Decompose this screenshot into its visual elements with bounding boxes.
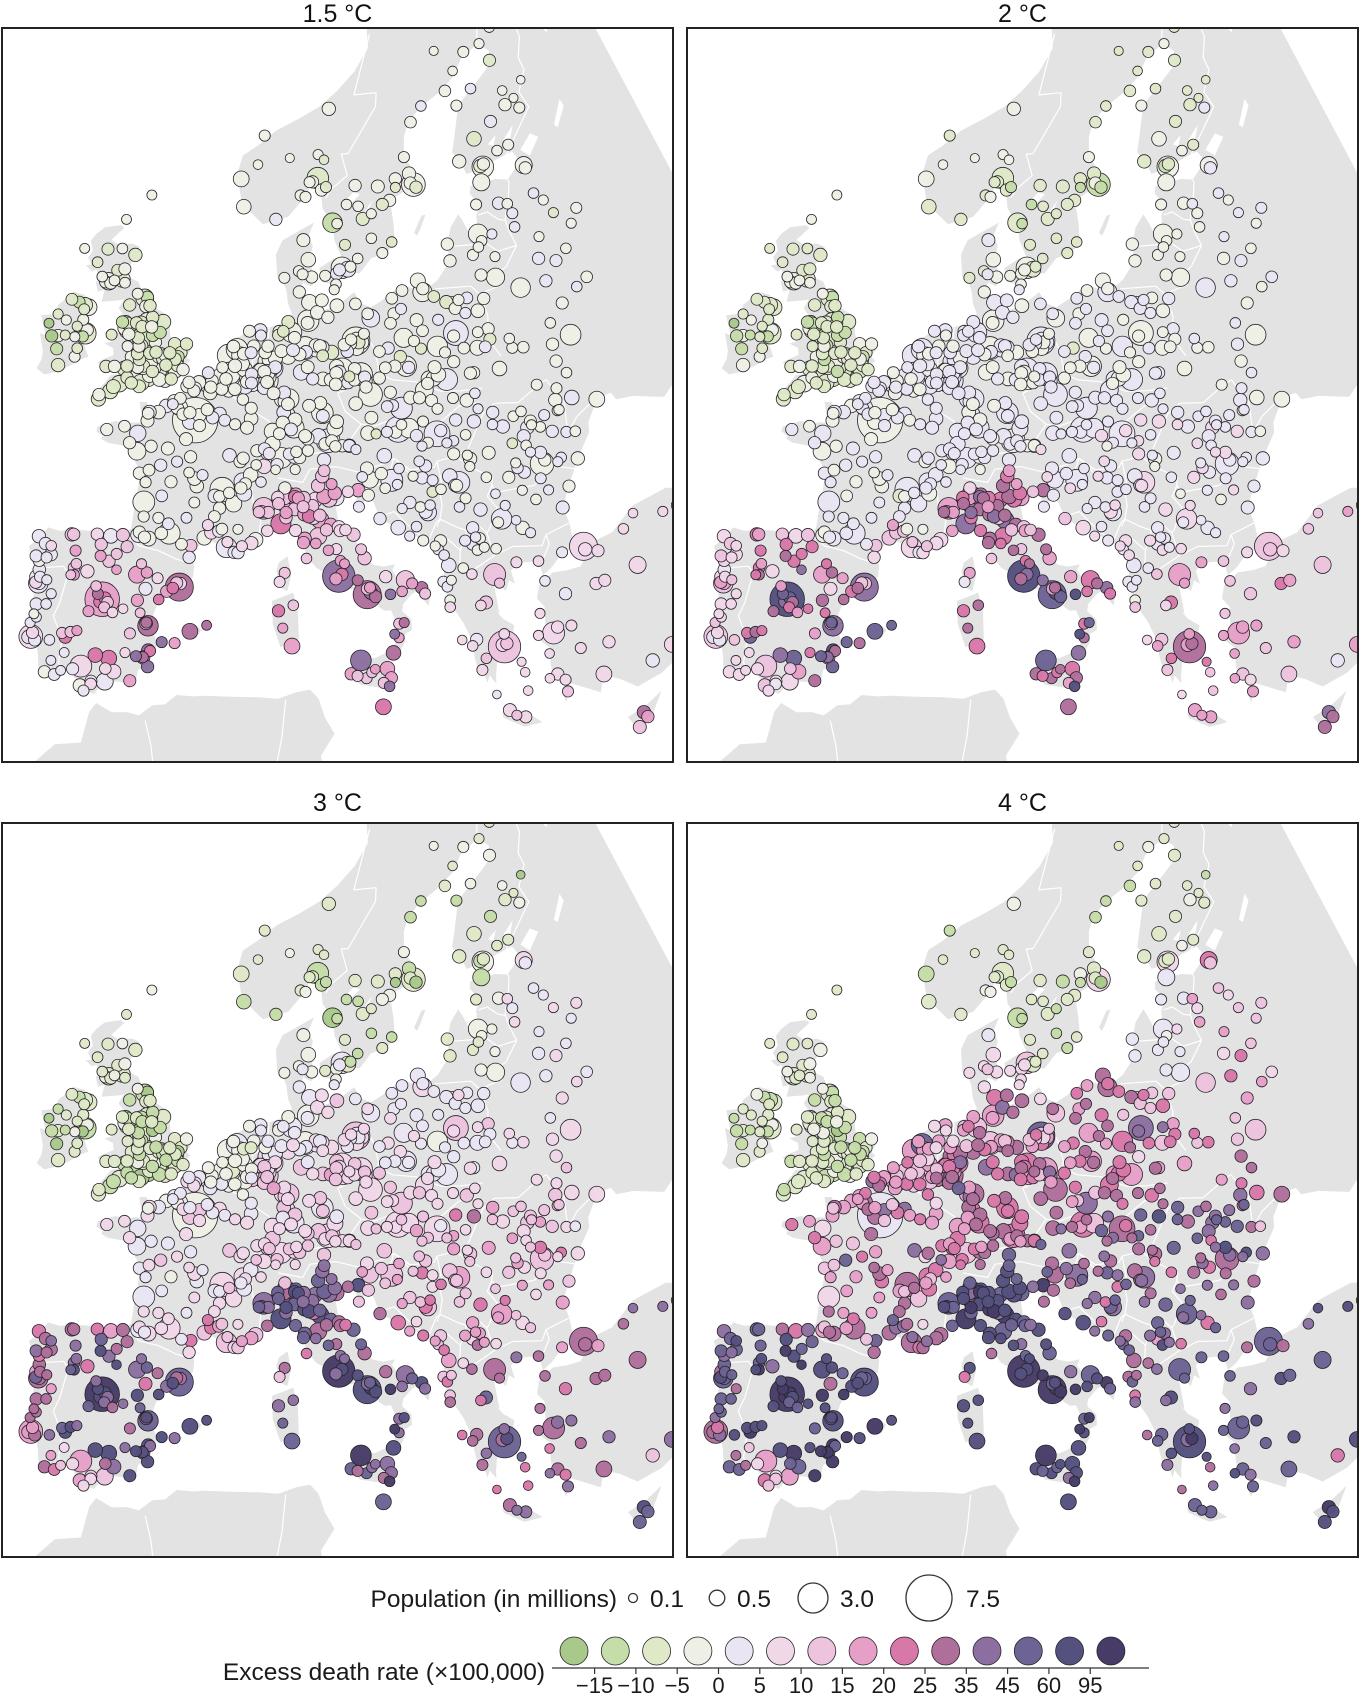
svg-text:10: 10	[789, 1673, 813, 1698]
svg-text:3.0: 3.0	[840, 1586, 874, 1613]
svg-text:25: 25	[913, 1673, 937, 1698]
svg-text:Excess death rate (×100,000): Excess death rate (×100,000)	[223, 1659, 545, 1686]
svg-text:0: 0	[712, 1673, 724, 1698]
svg-text:Population (in millions): Population (in millions)	[371, 1586, 617, 1613]
svg-text:15: 15	[830, 1673, 854, 1698]
svg-text:35: 35	[954, 1673, 978, 1698]
svg-text:45: 45	[995, 1673, 1019, 1698]
svg-text:−15: −15	[576, 1673, 613, 1698]
svg-text:0.5: 0.5	[737, 1586, 771, 1613]
svg-text:60: 60	[1037, 1673, 1061, 1698]
svg-text:95: 95	[1078, 1673, 1102, 1698]
svg-text:7.5: 7.5	[966, 1586, 1000, 1613]
svg-text:−5: −5	[665, 1673, 690, 1698]
svg-text:20: 20	[871, 1673, 895, 1698]
svg-text:0.1: 0.1	[650, 1586, 684, 1613]
svg-text:5: 5	[754, 1673, 766, 1698]
svg-text:−10: −10	[617, 1673, 654, 1698]
